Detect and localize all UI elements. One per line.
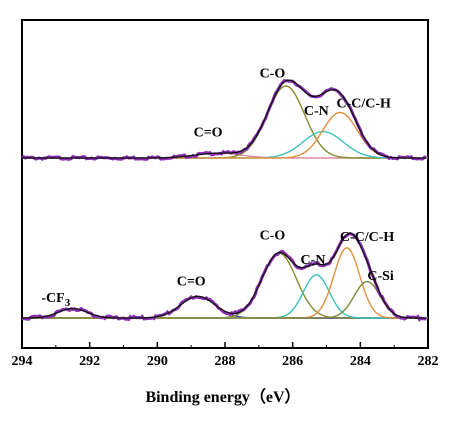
peak-label: C-C/C-H: [336, 97, 391, 112]
peak-label: C=O: [194, 125, 223, 140]
panel-0: C-O C-N C-C/C-H C=O: [21, 67, 428, 161]
x-axis: 294 292 290 288 286 284 282: [12, 342, 439, 369]
raw-spectrum: [21, 231, 428, 322]
peak-label-text: C-C/C-H: [340, 230, 395, 245]
peak-label: C-N: [304, 104, 329, 119]
peak-label: C-C/C-H: [340, 230, 395, 245]
x-tick-label: 292: [79, 354, 100, 369]
peak-label: C-O: [260, 67, 286, 82]
peak-label-text: C-O: [260, 229, 286, 244]
x-tick-label: 288: [215, 354, 236, 369]
raw-spectrum: [21, 78, 427, 161]
peak-label-subscript: 3: [65, 297, 71, 309]
plot-area: C-O C-N C-C/C-H C=O C-O C-N C-C/C-H C-Si C=O -CF3: [21, 19, 429, 349]
fit-component-1: [22, 295, 427, 319]
peak-label: C-Si: [367, 269, 394, 284]
peak-label-text: C=O: [194, 125, 223, 140]
peak-label-text: C-Si: [367, 269, 394, 284]
peak-label-text: C-N: [304, 104, 329, 119]
peak-label-text: C-O: [260, 67, 286, 82]
x-tick-label: 294: [12, 354, 33, 369]
x-tick-label: 282: [418, 354, 439, 369]
peak-label-text: C=O: [177, 275, 206, 290]
fit-envelope: [22, 232, 427, 319]
fit-envelope: [22, 79, 427, 159]
x-tick-label: 290: [147, 354, 168, 369]
panel-1: C-O C-N C-C/C-H C-Si C=O -CF3: [21, 229, 428, 322]
peak-label: C-O: [260, 229, 286, 244]
x-tick-label: 286: [282, 354, 303, 369]
peak-label-text: -CF: [41, 291, 64, 306]
fit-component-5: [22, 280, 427, 319]
peak-label-text: C-N: [301, 253, 326, 268]
x-axis-title: Binding energy（eV）: [145, 388, 300, 406]
x-tick-label: 284: [350, 354, 371, 369]
peak-label-text: C-C/C-H: [336, 97, 391, 112]
peak-label: -CF3: [41, 291, 70, 309]
peak-label: C=O: [177, 275, 206, 290]
peak-label: C-N: [301, 253, 326, 268]
